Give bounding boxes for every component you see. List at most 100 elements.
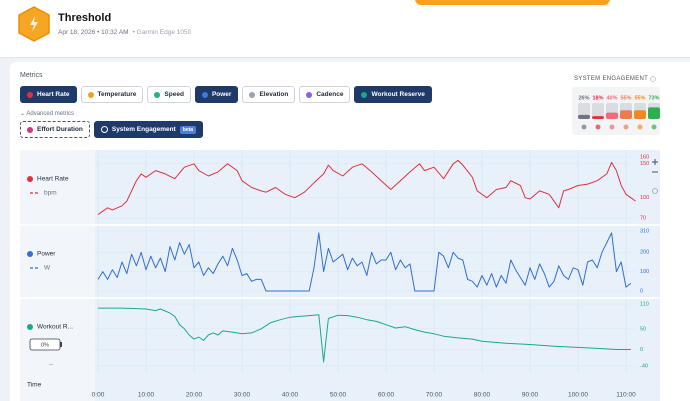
metric-chip[interactable]: Speed bbox=[147, 86, 191, 103]
meta: Apr 18, 2026 • 10:32 AM • Garmin Edge 10… bbox=[58, 29, 191, 36]
legend-dot bbox=[27, 251, 33, 257]
legend-dot bbox=[27, 176, 33, 182]
metric-chip[interactable]: System Engagement beta bbox=[93, 121, 204, 138]
info-icon bbox=[650, 76, 656, 82]
metric-chip[interactable]: Workout Reserve bbox=[354, 86, 432, 103]
line-series bbox=[98, 307, 631, 363]
x-tick-label: 20:00 bbox=[186, 392, 203, 399]
x-tick-label: 10:00 bbox=[138, 392, 155, 399]
engagement-icon bbox=[581, 124, 587, 130]
x-tick-label: 30:00 bbox=[234, 392, 251, 399]
time-label: Time bbox=[27, 382, 42, 389]
chip-label: Temperature bbox=[97, 91, 137, 98]
chip-label: Heart Rate bbox=[37, 91, 70, 98]
engagement-bar bbox=[606, 112, 618, 119]
metrics-label: Metrics bbox=[20, 72, 43, 79]
engagement-label: 40% bbox=[606, 95, 617, 101]
x-tick-label: 0:00 bbox=[92, 392, 105, 399]
panel-label: Workout R... bbox=[37, 324, 73, 331]
engagement-bar bbox=[578, 114, 590, 119]
panel-label: Power bbox=[37, 251, 56, 258]
chip-dot bbox=[249, 91, 256, 98]
engagement-title: SYSTEM ENGAGEMENT bbox=[574, 76, 649, 82]
y-tick-label: 0 bbox=[640, 347, 643, 353]
y-tick-label: 50 bbox=[640, 326, 646, 332]
chip-label: Speed bbox=[164, 91, 184, 98]
legend-dot bbox=[27, 324, 33, 330]
chart-bg bbox=[20, 150, 660, 401]
unit-label: W bbox=[44, 265, 51, 272]
engagement-bar bbox=[592, 116, 604, 119]
engagement-icon bbox=[609, 124, 615, 130]
x-tick-label: 110:00 bbox=[616, 392, 636, 399]
battery-label: 0% bbox=[41, 342, 49, 348]
chip-label: Workout Reserve bbox=[371, 91, 425, 98]
engagement-label: 55% bbox=[634, 95, 645, 101]
engagement-icon bbox=[651, 124, 657, 130]
x-tick-label: 50:00 bbox=[330, 392, 347, 399]
metric-chip[interactable]: Heart Rate bbox=[20, 86, 77, 103]
metric-chip[interactable]: Elevation bbox=[242, 86, 296, 103]
metric-chip[interactable]: Power bbox=[194, 86, 239, 103]
engagement-bar bbox=[634, 110, 646, 119]
logo bbox=[18, 6, 50, 42]
y-tick-label: 70 bbox=[640, 215, 646, 221]
chip-label: System Engagement bbox=[111, 126, 176, 133]
label-column bbox=[20, 150, 95, 401]
y-tick-label: 110 bbox=[640, 301, 649, 307]
x-tick-label: 80:00 bbox=[474, 392, 491, 399]
engagement-bar bbox=[648, 107, 660, 119]
advanced-label: Advanced metrics bbox=[26, 111, 75, 117]
reset bbox=[652, 188, 658, 194]
chip-badge: beta bbox=[179, 125, 197, 134]
x-tick-label: 60:00 bbox=[378, 392, 395, 399]
chip-dot bbox=[27, 91, 33, 98]
workout-title: Threshold bbox=[58, 12, 112, 24]
chip-label: Elevation bbox=[259, 91, 289, 98]
line-series bbox=[97, 232, 632, 292]
date: Apr 18, 2026 • 10:32 AM bbox=[58, 29, 129, 36]
engagement-label: 55% bbox=[620, 95, 631, 101]
y-tick-label: 150 bbox=[640, 161, 649, 167]
advanced-chips: Effort Duration System Engagement beta bbox=[20, 121, 204, 138]
chip-dot bbox=[306, 91, 313, 98]
y-tick-label: 200 bbox=[640, 250, 649, 256]
x-tick-label: 70:00 bbox=[426, 392, 443, 399]
chip-label: Effort Duration bbox=[37, 126, 83, 133]
metric-chip[interactable]: Effort Duration bbox=[20, 121, 90, 138]
metric-chips: Heart Rate Temperature Speed Power Elevation… bbox=[20, 86, 432, 103]
line-series bbox=[97, 159, 636, 216]
unit-label: bpm bbox=[44, 190, 57, 197]
device: • Garmin Edge 1050 bbox=[132, 29, 192, 36]
x-tick-label: 40:00 bbox=[282, 392, 299, 399]
chip-label: Power bbox=[211, 91, 232, 98]
panel-label: Heart Rate bbox=[37, 176, 69, 183]
y-tick-label: -40 bbox=[640, 363, 648, 369]
x-tick-label: 100:00 bbox=[568, 392, 588, 399]
battery-cap bbox=[60, 342, 62, 347]
y-tick-label: 0 bbox=[640, 288, 643, 294]
advanced-toggle[interactable]: ⌄ Advanced metrics bbox=[20, 111, 75, 117]
chip-icon bbox=[100, 126, 108, 133]
chip-dot bbox=[361, 91, 368, 98]
engagement-icon bbox=[595, 124, 601, 130]
header bbox=[0, 0, 690, 58]
reserve-label: -- bbox=[49, 362, 53, 369]
engagement-label: 26% bbox=[578, 95, 589, 101]
chip-label: Cadence bbox=[316, 91, 344, 98]
engagement-icon bbox=[623, 124, 629, 130]
y-tick-label: 160 bbox=[640, 154, 649, 160]
engagement-icon bbox=[637, 124, 643, 130]
chip-dot bbox=[154, 91, 161, 98]
engagement-label: 73% bbox=[648, 95, 659, 101]
y-tick-label: 100 bbox=[640, 269, 649, 275]
y-tick-label: 310 bbox=[640, 228, 649, 234]
metric-chip[interactable]: Cadence bbox=[299, 86, 351, 103]
metric-chip[interactable]: Temperature bbox=[80, 86, 144, 103]
chip-dot bbox=[201, 91, 208, 98]
engagement-track bbox=[592, 103, 604, 119]
engagement-label: 18% bbox=[592, 95, 603, 101]
action-button[interactable] bbox=[415, 0, 610, 5]
